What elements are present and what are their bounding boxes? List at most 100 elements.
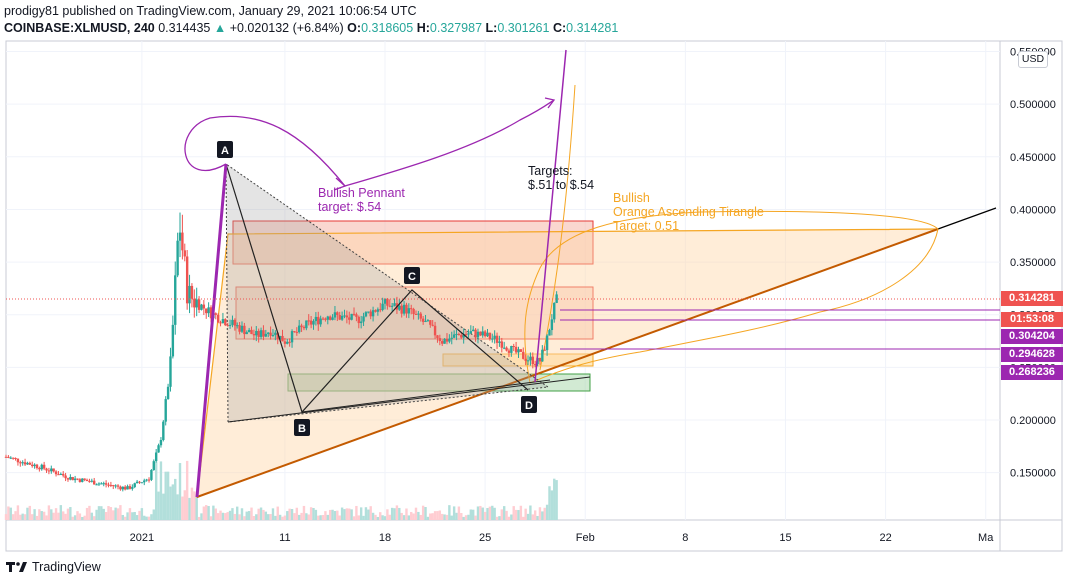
purple-arrow-path[interactable] (184, 99, 555, 187)
pennant-annotation-line2[interactable]: target: $.54 (318, 200, 381, 214)
candle-body (529, 356, 532, 361)
volume-bar (262, 509, 265, 520)
volume-bar (73, 515, 77, 520)
point-d-marker[interactable]: D (521, 396, 537, 413)
trend-extension-line[interactable] (937, 207, 997, 230)
b-d-support-line[interactable] (301, 379, 551, 413)
point-a-marker[interactable]: A (217, 141, 233, 158)
volume-bar (243, 516, 246, 520)
point-b-marker[interactable]: B (294, 419, 310, 436)
volume-bar (112, 510, 115, 520)
candle-body (505, 347, 508, 351)
candle-body (202, 304, 206, 309)
price-axis-ticks: 0.5500000.5000000.4500000.4000000.350000… (1010, 47, 1056, 480)
candle-body (162, 421, 165, 441)
purple-impulse-line[interactable] (195, 163, 228, 498)
candle-body (288, 341, 291, 343)
volume-bar (474, 515, 477, 520)
volume-bar (54, 508, 58, 520)
volume-bar (352, 516, 356, 520)
candle-body (405, 304, 408, 314)
candle-body (352, 313, 356, 315)
volume-bar (364, 507, 368, 520)
candle-body (522, 351, 525, 359)
volume-bar (481, 507, 484, 520)
volume-bar (441, 513, 444, 520)
candle-body (381, 303, 384, 310)
candle-body (462, 334, 465, 338)
ascending-support-line[interactable] (196, 228, 939, 498)
time-tick-label: 2021 (130, 532, 154, 544)
candle-body (286, 341, 289, 344)
volume-bar (121, 514, 125, 520)
candle-body (362, 316, 365, 322)
symbol-label[interactable]: COINBASE:XLMUSD, 240 (4, 21, 155, 35)
volume-bar (410, 511, 413, 520)
candle-body (243, 325, 246, 335)
orange-breakout-line[interactable] (539, 84, 576, 371)
price-chart[interactable]: A B C D Bullish Pennant target: $.54 Tar… (0, 40, 1073, 586)
point-c-marker[interactable]: C (404, 267, 420, 284)
candle-body (119, 486, 122, 490)
volume-bar (414, 507, 418, 520)
level-badge-2: 0.294628 (1001, 347, 1063, 362)
candle-body (259, 330, 263, 337)
candle-body (369, 311, 372, 317)
triangle-annotation-line2[interactable]: Orange Ascending Tirangle (613, 205, 764, 219)
candle-body (112, 485, 115, 487)
time-tick-label: 18 (379, 532, 391, 544)
candle-body (324, 318, 327, 320)
volume-bar (252, 515, 256, 520)
candle-body (340, 315, 344, 320)
candle-body (455, 333, 458, 335)
candle-body (333, 312, 337, 318)
volume-bar (76, 511, 79, 520)
candle-body (371, 310, 375, 317)
purple-arrow-head (544, 97, 556, 109)
volume-bar (371, 512, 375, 520)
candle-body (472, 329, 475, 332)
volume-bar (336, 510, 339, 520)
volume-bar (97, 506, 101, 520)
volume-bar (102, 508, 105, 520)
footer-brand[interactable]: TradingView (6, 560, 101, 574)
volume-bar (319, 515, 322, 520)
volume-bar (395, 505, 399, 520)
triangle-annotation-line1[interactable]: Bullish (613, 191, 650, 205)
volume-bar (305, 513, 308, 520)
candle-body (90, 480, 94, 482)
candle-body (247, 329, 251, 333)
candle-body (500, 341, 504, 348)
volume-bar (412, 513, 415, 520)
volume-bar (35, 515, 39, 520)
candle-body (214, 313, 217, 315)
candle-body (116, 485, 120, 487)
pennant-lower-line[interactable] (227, 376, 591, 423)
candle-body (464, 334, 468, 336)
candle-body (52, 468, 55, 472)
pennant-annotation-line1[interactable]: Bullish Pennant (318, 186, 405, 200)
volume-bar (317, 515, 320, 520)
price-tick-label: 0.150000 (1010, 468, 1056, 480)
upper-resistance-zone[interactable] (232, 220, 594, 265)
targets-annotation-line1[interactable]: Targets: (528, 164, 572, 178)
time-tick-label: Feb (576, 532, 595, 544)
purple-breakout-line[interactable] (534, 49, 567, 383)
candle-body (309, 320, 313, 325)
candle-body (92, 480, 96, 485)
triangle-annotation-line3[interactable]: Target: 0.51 (613, 219, 679, 233)
abcd-pattern-line[interactable] (225, 163, 529, 414)
candle-body (414, 313, 418, 315)
targets-annotation-line2[interactable]: $.51 to $.54 (528, 178, 594, 192)
low-label: L: (485, 21, 498, 35)
volume-bar (114, 507, 117, 520)
currency-label[interactable]: USD (1018, 51, 1048, 68)
volume-bar (147, 516, 151, 520)
pennant-triangle[interactable] (225, 163, 550, 423)
volume-bar (553, 478, 556, 520)
volume-bar (238, 514, 241, 520)
volume-bar (541, 511, 544, 520)
volume-bar (321, 515, 325, 520)
volume-bar (274, 515, 277, 520)
candle-body (200, 304, 203, 310)
